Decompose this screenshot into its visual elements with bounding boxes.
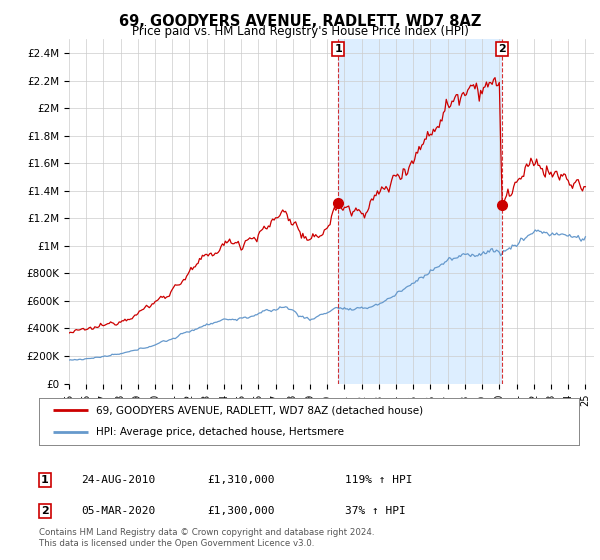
Text: 05-MAR-2020: 05-MAR-2020 — [81, 506, 155, 516]
Text: Price paid vs. HM Land Registry's House Price Index (HPI): Price paid vs. HM Land Registry's House … — [131, 25, 469, 38]
Text: 69, GOODYERS AVENUE, RADLETT, WD7 8AZ: 69, GOODYERS AVENUE, RADLETT, WD7 8AZ — [119, 14, 481, 29]
Text: Contains HM Land Registry data © Crown copyright and database right 2024.
This d: Contains HM Land Registry data © Crown c… — [39, 528, 374, 548]
Text: 2: 2 — [41, 506, 49, 516]
Text: 37% ↑ HPI: 37% ↑ HPI — [345, 506, 406, 516]
Text: 1: 1 — [41, 475, 49, 486]
Text: £1,310,000: £1,310,000 — [207, 475, 275, 486]
Text: £1,300,000: £1,300,000 — [207, 506, 275, 516]
Bar — [338, 39, 502, 384]
Text: 1: 1 — [334, 44, 342, 54]
Text: 69, GOODYERS AVENUE, RADLETT, WD7 8AZ (detached house): 69, GOODYERS AVENUE, RADLETT, WD7 8AZ (d… — [96, 405, 423, 416]
Text: 2: 2 — [499, 44, 506, 54]
Text: HPI: Average price, detached house, Hertsmere: HPI: Average price, detached house, Hert… — [96, 427, 344, 437]
Text: 119% ↑ HPI: 119% ↑ HPI — [345, 475, 413, 486]
Text: 24-AUG-2010: 24-AUG-2010 — [81, 475, 155, 486]
